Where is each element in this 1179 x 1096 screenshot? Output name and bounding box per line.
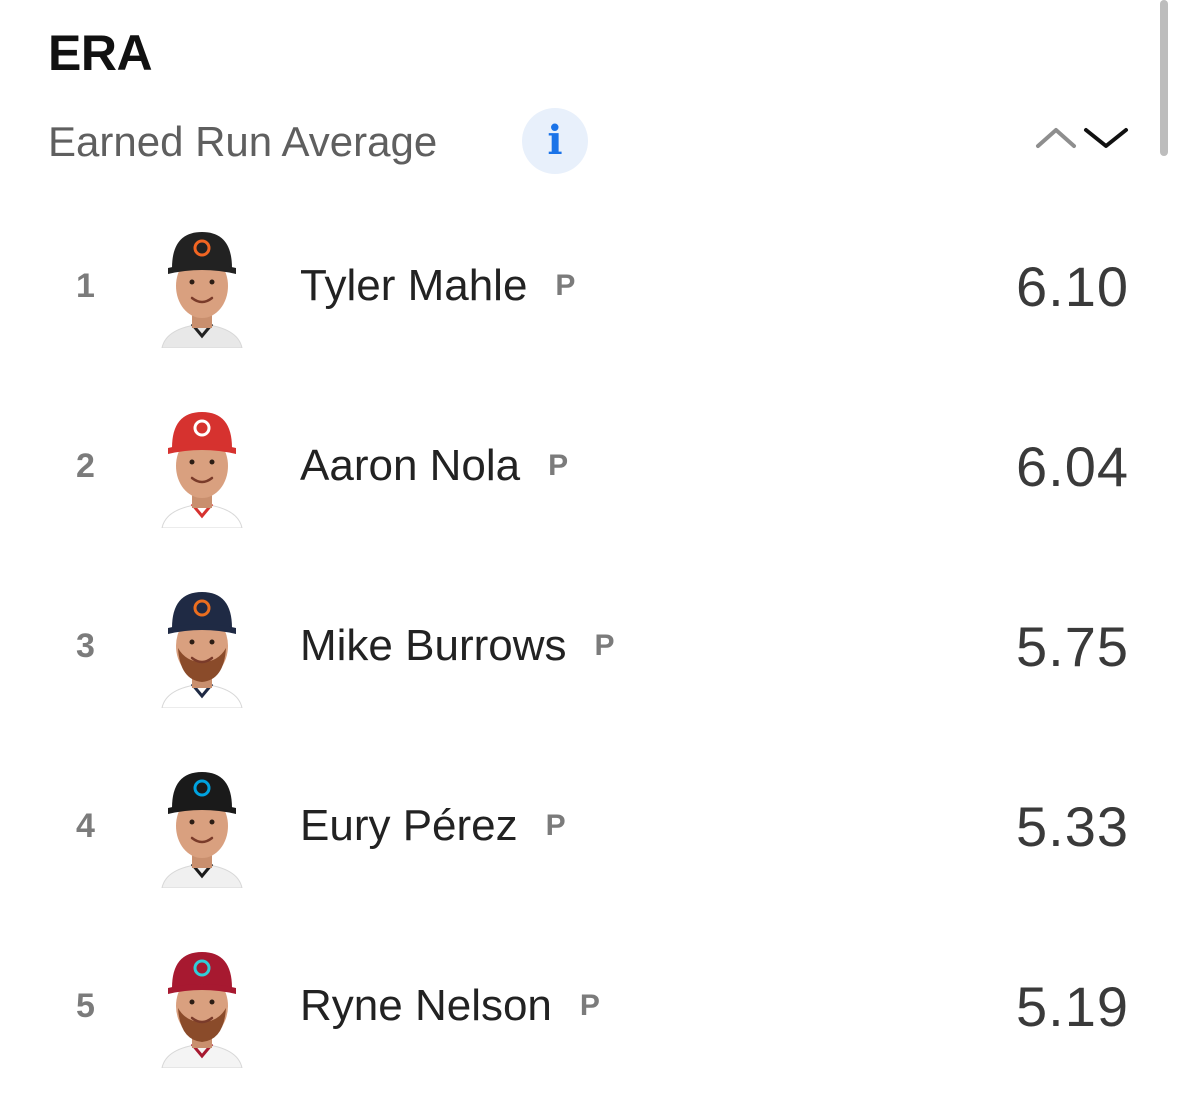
player-name-group[interactable]: Ryne Nelson P: [300, 916, 600, 1096]
era-value: 5.19: [1016, 974, 1129, 1038]
info-button[interactable]: i: [522, 108, 588, 174]
player-row[interactable]: 4 Eury Pérez P 5.33: [0, 736, 1179, 916]
player-name[interactable]: Aaron Nola: [300, 441, 521, 490]
player-name-group[interactable]: Aaron Nola P: [300, 376, 568, 556]
player-name-group[interactable]: Mike Burrows P: [300, 556, 615, 736]
stat-subtitle: Earned Run Average: [48, 118, 438, 165]
player-headshot[interactable]: [156, 944, 248, 1068]
player-headshot[interactable]: [156, 584, 248, 708]
player-rank: 2: [76, 446, 95, 485]
player-name[interactable]: Mike Burrows: [300, 621, 567, 670]
player-position: P: [579, 989, 600, 1022]
scrollbar[interactable]: [1160, 0, 1168, 156]
era-value: 6.10: [1016, 254, 1129, 318]
player-row[interactable]: 5 Ryne Nelson P 5.19: [0, 916, 1179, 1096]
player-position: P: [555, 269, 576, 302]
player-name[interactable]: Tyler Mahle: [300, 261, 528, 310]
info-icon: i: [547, 117, 563, 164]
player-row[interactable]: 3 Mike Burrows P 5.75: [0, 556, 1179, 736]
player-headshot[interactable]: [156, 764, 248, 888]
era-value: 5.75: [1016, 614, 1129, 678]
era-value: 5.33: [1016, 794, 1129, 858]
player-row[interactable]: 1 Tyler Mahle P 6.10: [0, 196, 1179, 376]
chevron-up-icon[interactable]: [1034, 124, 1078, 152]
player-name[interactable]: Eury Pérez: [300, 801, 518, 850]
player-name-group[interactable]: Tyler Mahle P: [300, 196, 575, 376]
player-headshot[interactable]: [156, 404, 248, 528]
page-title: ERA: [48, 25, 153, 81]
player-name[interactable]: Ryne Nelson: [300, 981, 552, 1030]
player-position: P: [548, 449, 569, 482]
player-row[interactable]: 2 Aaron Nola P 6.04: [0, 376, 1179, 556]
chevron-down-icon[interactable]: [1082, 124, 1130, 152]
player-rank: 5: [76, 986, 95, 1025]
player-position: P: [594, 629, 615, 662]
player-rank: 3: [76, 626, 95, 665]
era-value: 6.04: [1016, 434, 1129, 498]
player-position: P: [545, 809, 566, 842]
player-headshot[interactable]: [156, 224, 248, 348]
player-rank: 4: [76, 806, 95, 845]
player-name-group[interactable]: Eury Pérez P: [300, 736, 566, 916]
player-rank: 1: [76, 266, 95, 305]
